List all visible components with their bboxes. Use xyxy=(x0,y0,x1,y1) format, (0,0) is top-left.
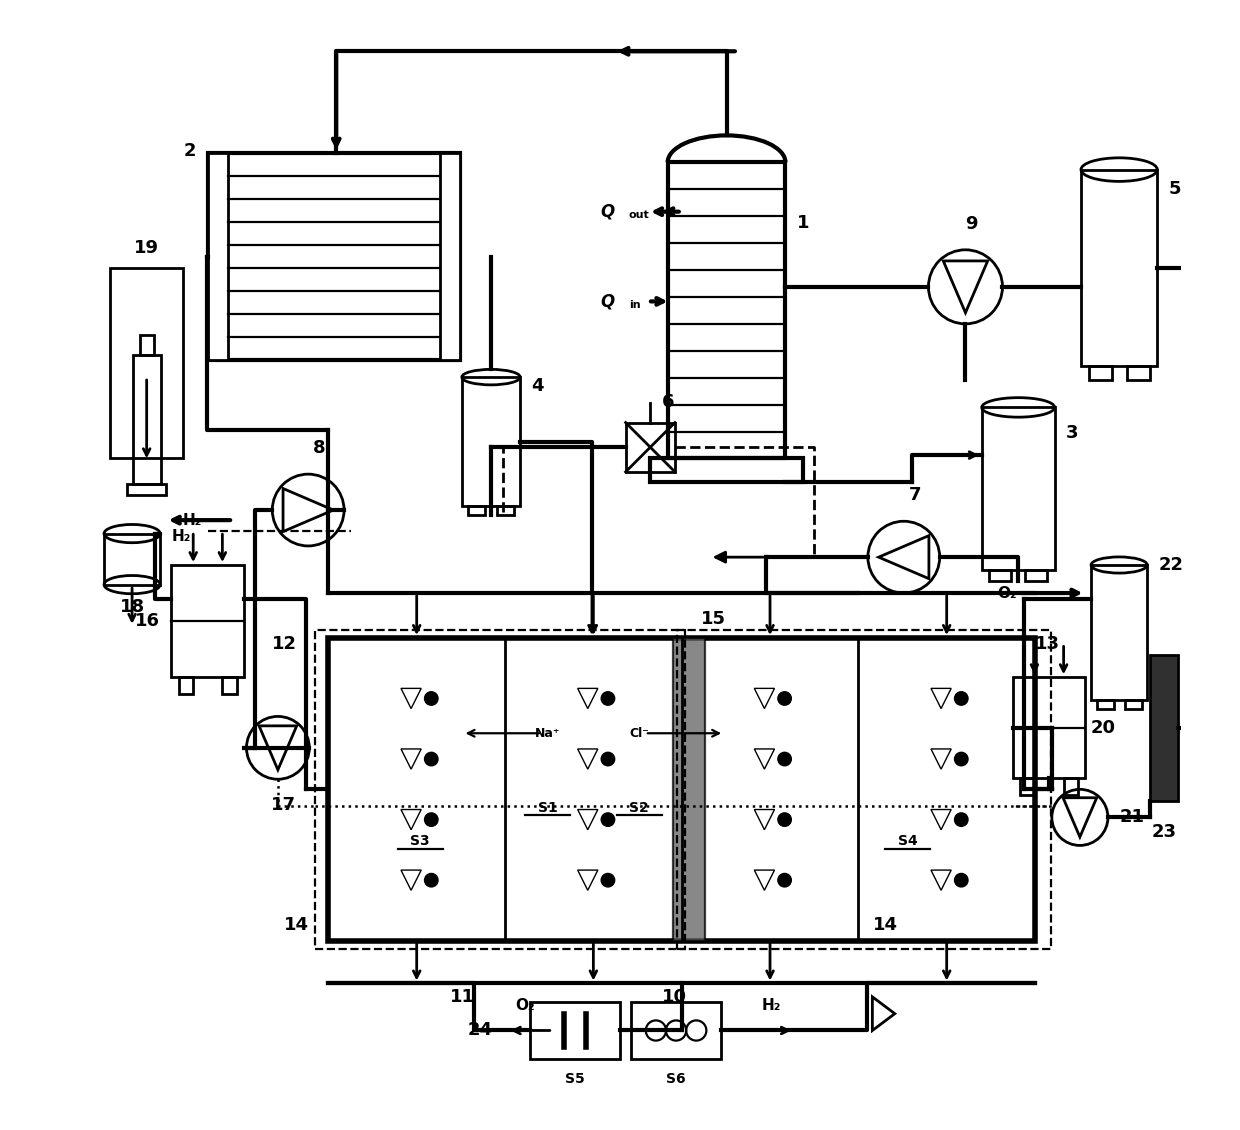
Bar xyxy=(1149,654,1178,800)
Text: S6: S6 xyxy=(666,1072,686,1086)
Text: Q: Q xyxy=(600,293,614,311)
Text: 5: 5 xyxy=(1168,181,1180,198)
Text: S5: S5 xyxy=(565,1072,585,1086)
Circle shape xyxy=(955,692,968,705)
Text: 10: 10 xyxy=(662,989,687,1007)
Text: 3: 3 xyxy=(1066,424,1079,442)
Text: out: out xyxy=(629,210,650,220)
Text: 19: 19 xyxy=(134,238,159,257)
Circle shape xyxy=(424,753,438,766)
Text: 20: 20 xyxy=(1091,719,1116,737)
Bar xyxy=(461,377,520,506)
Text: 12: 12 xyxy=(273,635,298,653)
Text: O₂: O₂ xyxy=(515,998,534,1012)
Bar xyxy=(650,459,804,483)
Text: 17: 17 xyxy=(272,796,296,814)
Bar xyxy=(208,153,460,360)
Circle shape xyxy=(601,692,615,705)
Bar xyxy=(126,484,166,495)
Bar xyxy=(315,631,686,948)
Text: Cl⁻: Cl⁻ xyxy=(630,727,650,740)
Bar xyxy=(1081,170,1157,366)
Bar xyxy=(1064,779,1079,794)
Text: S3: S3 xyxy=(410,834,430,849)
Text: 9: 9 xyxy=(965,215,977,233)
Text: 18: 18 xyxy=(119,598,145,616)
Text: 24: 24 xyxy=(467,1022,492,1040)
Text: 14: 14 xyxy=(873,915,898,933)
Text: 13: 13 xyxy=(1035,635,1060,653)
Circle shape xyxy=(424,873,438,887)
Text: 21: 21 xyxy=(1120,808,1145,826)
Circle shape xyxy=(424,812,438,826)
Bar xyxy=(179,677,193,694)
Text: S1: S1 xyxy=(538,800,557,815)
Circle shape xyxy=(777,812,791,826)
Bar xyxy=(109,268,182,459)
Bar xyxy=(133,355,161,484)
Text: 8: 8 xyxy=(312,440,326,458)
Bar xyxy=(467,506,485,515)
Bar xyxy=(140,336,154,355)
Bar xyxy=(1096,699,1114,709)
Bar xyxy=(329,638,1035,941)
Text: S4: S4 xyxy=(898,834,918,849)
Text: 6: 6 xyxy=(661,393,675,411)
Bar xyxy=(1125,699,1142,709)
Bar xyxy=(171,565,244,677)
Bar xyxy=(631,1002,720,1059)
Bar xyxy=(1019,779,1034,794)
Text: 11: 11 xyxy=(450,989,475,1007)
Bar xyxy=(673,638,706,941)
Bar xyxy=(626,423,675,472)
Bar xyxy=(222,677,237,694)
Circle shape xyxy=(601,812,615,826)
Text: 16: 16 xyxy=(135,612,160,631)
Text: in: in xyxy=(629,299,641,310)
Text: 23: 23 xyxy=(1152,823,1177,841)
Bar xyxy=(531,1002,620,1059)
Text: O₂: O₂ xyxy=(997,585,1017,600)
Bar xyxy=(677,631,1050,948)
Bar xyxy=(982,408,1055,570)
Text: 2: 2 xyxy=(184,141,197,159)
Text: H₂: H₂ xyxy=(761,998,781,1012)
Bar xyxy=(1089,366,1111,380)
Bar xyxy=(1127,366,1149,380)
Text: 1: 1 xyxy=(796,214,810,232)
Circle shape xyxy=(955,873,968,887)
Bar xyxy=(667,163,785,459)
Circle shape xyxy=(777,692,791,705)
Bar xyxy=(1013,677,1085,779)
Text: 14: 14 xyxy=(284,915,309,933)
Circle shape xyxy=(777,753,791,766)
Text: H₂: H₂ xyxy=(182,513,202,528)
Text: 4: 4 xyxy=(532,376,544,394)
Text: Q: Q xyxy=(600,202,614,220)
Bar xyxy=(497,506,515,515)
Text: S2: S2 xyxy=(630,800,650,815)
Bar xyxy=(1025,570,1048,582)
Circle shape xyxy=(601,873,615,887)
Bar xyxy=(440,153,460,360)
Text: 7: 7 xyxy=(909,486,921,504)
Bar xyxy=(104,533,160,584)
Text: H₂: H₂ xyxy=(171,530,191,545)
Bar xyxy=(990,570,1011,582)
Bar xyxy=(208,153,228,360)
Circle shape xyxy=(955,812,968,826)
Circle shape xyxy=(601,753,615,766)
Circle shape xyxy=(955,753,968,766)
Circle shape xyxy=(424,692,438,705)
Text: 15: 15 xyxy=(702,610,727,628)
Bar xyxy=(1091,565,1147,699)
Text: 22: 22 xyxy=(1158,556,1183,574)
Circle shape xyxy=(777,873,791,887)
Text: Na⁺: Na⁺ xyxy=(534,727,560,740)
